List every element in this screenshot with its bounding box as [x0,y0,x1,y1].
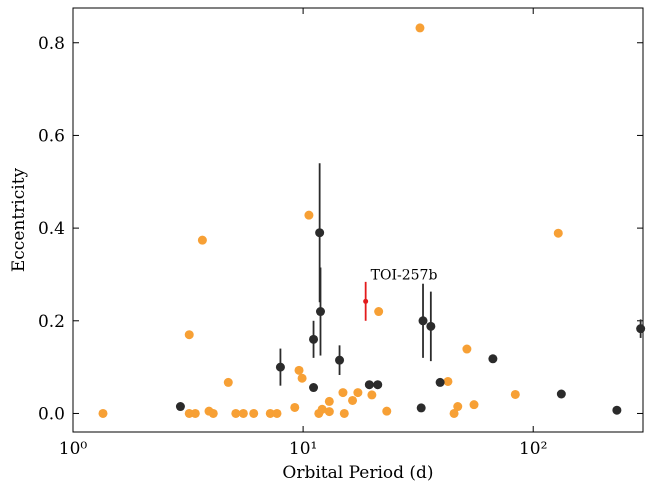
point [488,354,498,364]
point [324,396,334,406]
point [339,408,349,418]
point [98,408,108,418]
point [309,383,319,393]
annotation: TOI-257b [371,267,438,283]
point [415,23,425,33]
point [426,321,436,331]
point [238,408,248,418]
point [443,376,453,386]
point [373,380,383,390]
y-tick-label: 0.6 [38,126,65,146]
point [231,408,241,418]
point [294,365,304,375]
y-tick-label: 0.8 [38,34,65,54]
point [510,389,520,399]
point [249,408,259,418]
point [364,380,374,390]
point [197,235,207,245]
point [353,388,363,398]
point [272,408,282,418]
y-tick-label: 0.0 [38,404,65,424]
x-tick-label: 10¹ [289,439,317,459]
point [190,408,200,418]
point [223,377,233,387]
point [382,406,392,416]
point [335,355,345,365]
point [324,407,334,417]
point [338,388,348,398]
point [208,408,218,418]
point [363,298,369,304]
point [469,400,479,410]
point [175,402,185,412]
point [265,408,275,418]
point [418,316,428,326]
point [636,324,646,334]
x-axis-label: Orbital Period (d) [282,463,433,483]
y-axis-label: Eccentricity [9,167,29,272]
point [317,404,327,414]
point [315,307,325,317]
point [304,210,314,220]
y-tick-label: 0.4 [38,219,65,239]
point [367,390,377,400]
y-tick-label: 0.2 [38,312,65,332]
point [297,373,307,383]
point [309,334,319,344]
point [462,344,472,354]
point [553,228,563,238]
point [416,403,426,413]
x-tick-label: 10⁰ [59,439,88,459]
point [275,362,285,372]
point [348,395,358,405]
point [315,228,325,238]
plot-frame [72,7,644,433]
point [374,307,384,317]
point [449,408,459,418]
point [184,330,194,340]
point [290,402,300,412]
point [556,389,566,399]
point [453,402,463,412]
point [435,377,445,387]
x-tick-label: 10² [519,439,547,459]
point [612,405,622,415]
